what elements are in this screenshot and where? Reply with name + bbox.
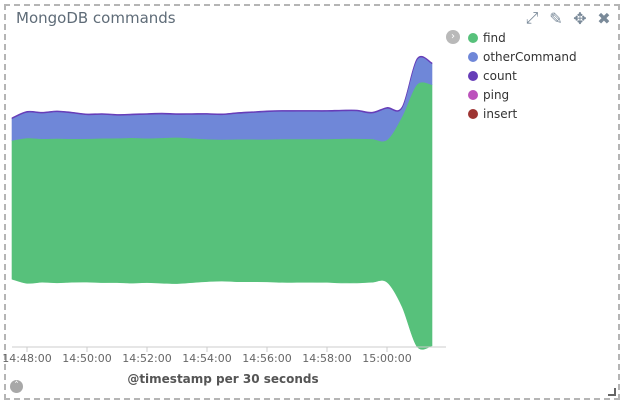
area-series-count[interactable] xyxy=(11,55,433,120)
legend-swatch-find xyxy=(468,32,478,43)
legend-item-count[interactable]: count xyxy=(468,66,577,85)
resize-handle[interactable] xyxy=(608,388,616,396)
legend-label-insert: insert xyxy=(483,106,518,121)
legend-list: find otherCommand count ping insert xyxy=(468,28,577,123)
legend-toggle-icon[interactable]: › xyxy=(446,30,460,44)
collapse-icon[interactable]: ˄ xyxy=(10,380,23,393)
x-tick-label: 15:00:00 xyxy=(362,352,411,365)
pencil-edit-icon[interactable]: ✎ xyxy=(549,8,563,28)
x-tick-label: 14:54:00 xyxy=(182,352,231,365)
area-series-othercommand[interactable] xyxy=(11,56,433,142)
legend-swatch-insert xyxy=(468,108,478,119)
x-tick-label: 14:48:00 xyxy=(2,352,51,365)
legend-swatch-othercommand xyxy=(468,51,478,62)
x-tick-label: 14:58:00 xyxy=(302,352,351,365)
legend-item-insert[interactable]: insert xyxy=(468,104,577,123)
x-axis-title: @timestamp per 30 seconds xyxy=(127,372,319,386)
legend-item-othercommand[interactable]: otherCommand xyxy=(468,47,577,66)
legend-label-count: count xyxy=(483,68,517,83)
panel-actions: ⤢ ✎ ✥ ✖ xyxy=(522,8,614,28)
legend-swatch-count xyxy=(468,70,478,81)
legend-item-ping[interactable]: ping xyxy=(468,85,577,104)
legend-label-find: find xyxy=(483,30,506,45)
area-series-insert[interactable] xyxy=(12,56,432,118)
legend-label-ping: ping xyxy=(483,87,510,102)
x-tick-label: 14:56:00 xyxy=(242,352,291,365)
panel-title: MongoDB commands xyxy=(16,9,176,27)
area-series-ping[interactable] xyxy=(12,56,432,118)
expand-icon[interactable]: ⤢ xyxy=(525,8,539,27)
legend-label-othercommand: otherCommand xyxy=(483,49,577,64)
legend-swatch-ping xyxy=(468,89,478,100)
close-icon[interactable]: ✖ xyxy=(597,8,611,28)
move-icon[interactable]: ✥ xyxy=(573,8,587,28)
x-tick-label: 14:52:00 xyxy=(122,352,171,365)
x-tick-label: 14:50:00 xyxy=(62,352,111,365)
legend-item-find[interactable]: find xyxy=(468,28,577,47)
